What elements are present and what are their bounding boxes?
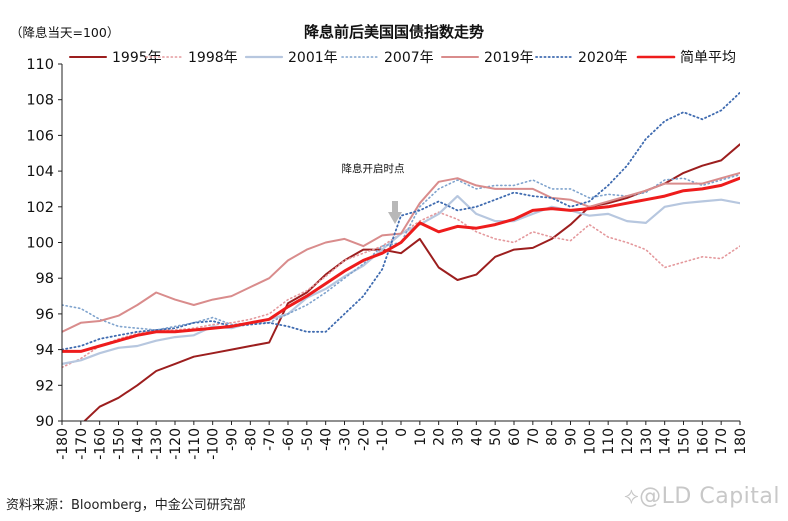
series-line-1 (62, 211, 740, 369)
x-tick-label: 180 (733, 428, 749, 455)
legend-label-4: 2019年 (484, 50, 534, 66)
x-tick-label: 80 (545, 428, 561, 446)
source-note: 资料来源：Bloomberg，中金公司研究部 (6, 498, 246, 513)
x-tick-label: 70 (526, 428, 542, 446)
legend-label-2: 2001年 (288, 50, 338, 66)
x-tick-label: 140 (658, 428, 674, 455)
x-tick-label: -110 (187, 428, 203, 460)
annotation-arrow-icon (388, 201, 402, 224)
x-tick-label: 30 (451, 428, 467, 446)
y-axis-label: （降息当天=100） (10, 25, 119, 40)
y-tick-label: 104 (26, 164, 54, 180)
x-tick-label: 100 (582, 428, 598, 455)
legend-label-5: 2020年 (578, 50, 628, 66)
watermark: ⟡@LD Capital (624, 484, 780, 509)
y-tick-label: 108 (26, 93, 54, 109)
legend-label-0: 1995年 (112, 50, 162, 66)
x-tick-label: 170 (714, 428, 730, 455)
x-tick-label: 90 (564, 428, 580, 446)
x-tick-label: 120 (620, 428, 636, 455)
y-tick-label: 106 (26, 128, 54, 144)
y-tick-label: 100 (26, 236, 54, 252)
legend-label-3: 2007年 (384, 50, 434, 66)
x-tick-label: -100 (206, 428, 222, 460)
x-tick-label: -130 (149, 428, 165, 460)
series-line-0 (83, 143, 740, 421)
legend-label-6: 简单平均 (680, 49, 736, 66)
x-tick-label: 20 (432, 428, 448, 446)
x-tick-label: -140 (130, 428, 146, 460)
x-tick-label: -10 (375, 428, 391, 451)
y-tick-label: 96 (36, 307, 54, 323)
x-tick-label: 160 (695, 428, 711, 455)
chart-title: 降息前后美国国债指数走势 (304, 23, 484, 41)
annotation-layer: 降息开启时点 (342, 162, 405, 224)
x-tick-label: 60 (507, 428, 523, 446)
x-tick-label: 50 (488, 428, 504, 446)
x-tick-label: -180 (55, 428, 71, 460)
x-tick-label: -50 (300, 428, 316, 451)
y-tick-label: 94 (36, 343, 54, 359)
y-tick-label: 102 (26, 200, 54, 216)
series-line-6 (62, 176, 740, 353)
x-tick-label: -90 (225, 428, 241, 451)
y-tick-label: 98 (36, 271, 54, 287)
axes-layer: 90 92 94 96 98 100 102 104 106 108 110 -180 -170 -160… (26, 57, 749, 460)
plot-area: 90 92 94 96 98 100 102 104 106 108 110 -180 -170 -160… (26, 57, 749, 460)
y-tick-label: 110 (26, 57, 54, 73)
x-tick-label: -150 (112, 428, 128, 460)
x-tick-label: 150 (677, 428, 693, 455)
series-line-4 (62, 171, 740, 333)
x-tick-label: 130 (639, 428, 655, 455)
x-tick-label: 40 (469, 428, 485, 446)
series-line-5 (62, 91, 740, 351)
x-tick-label: -160 (93, 428, 109, 460)
annotation-label: 降息开启时点 (342, 162, 405, 175)
legend-label-1: 1998年 (188, 50, 238, 66)
x-tick-label: -80 (243, 428, 259, 451)
x-tick-label: -70 (262, 428, 278, 451)
series-layer (62, 91, 740, 421)
chart-legend: 1995年 1998年 2001年 2007年 2019年 2020年 简单平均 (69, 49, 736, 66)
x-tick-label: -60 (281, 428, 297, 451)
x-tick-label: -120 (168, 428, 184, 460)
x-tick-label: -20 (356, 428, 372, 451)
x-tick-label: -40 (319, 428, 335, 451)
x-tick-label: 0 (394, 428, 410, 437)
x-tick-label: 110 (601, 428, 617, 455)
y-tick-label: 92 (36, 378, 54, 394)
series-line-2 (62, 195, 740, 365)
y-tick-label: 90 (36, 414, 54, 430)
x-tick-label: -30 (338, 428, 354, 451)
x-tick-label: 10 (413, 428, 429, 446)
x-tick-label: -170 (74, 428, 90, 460)
